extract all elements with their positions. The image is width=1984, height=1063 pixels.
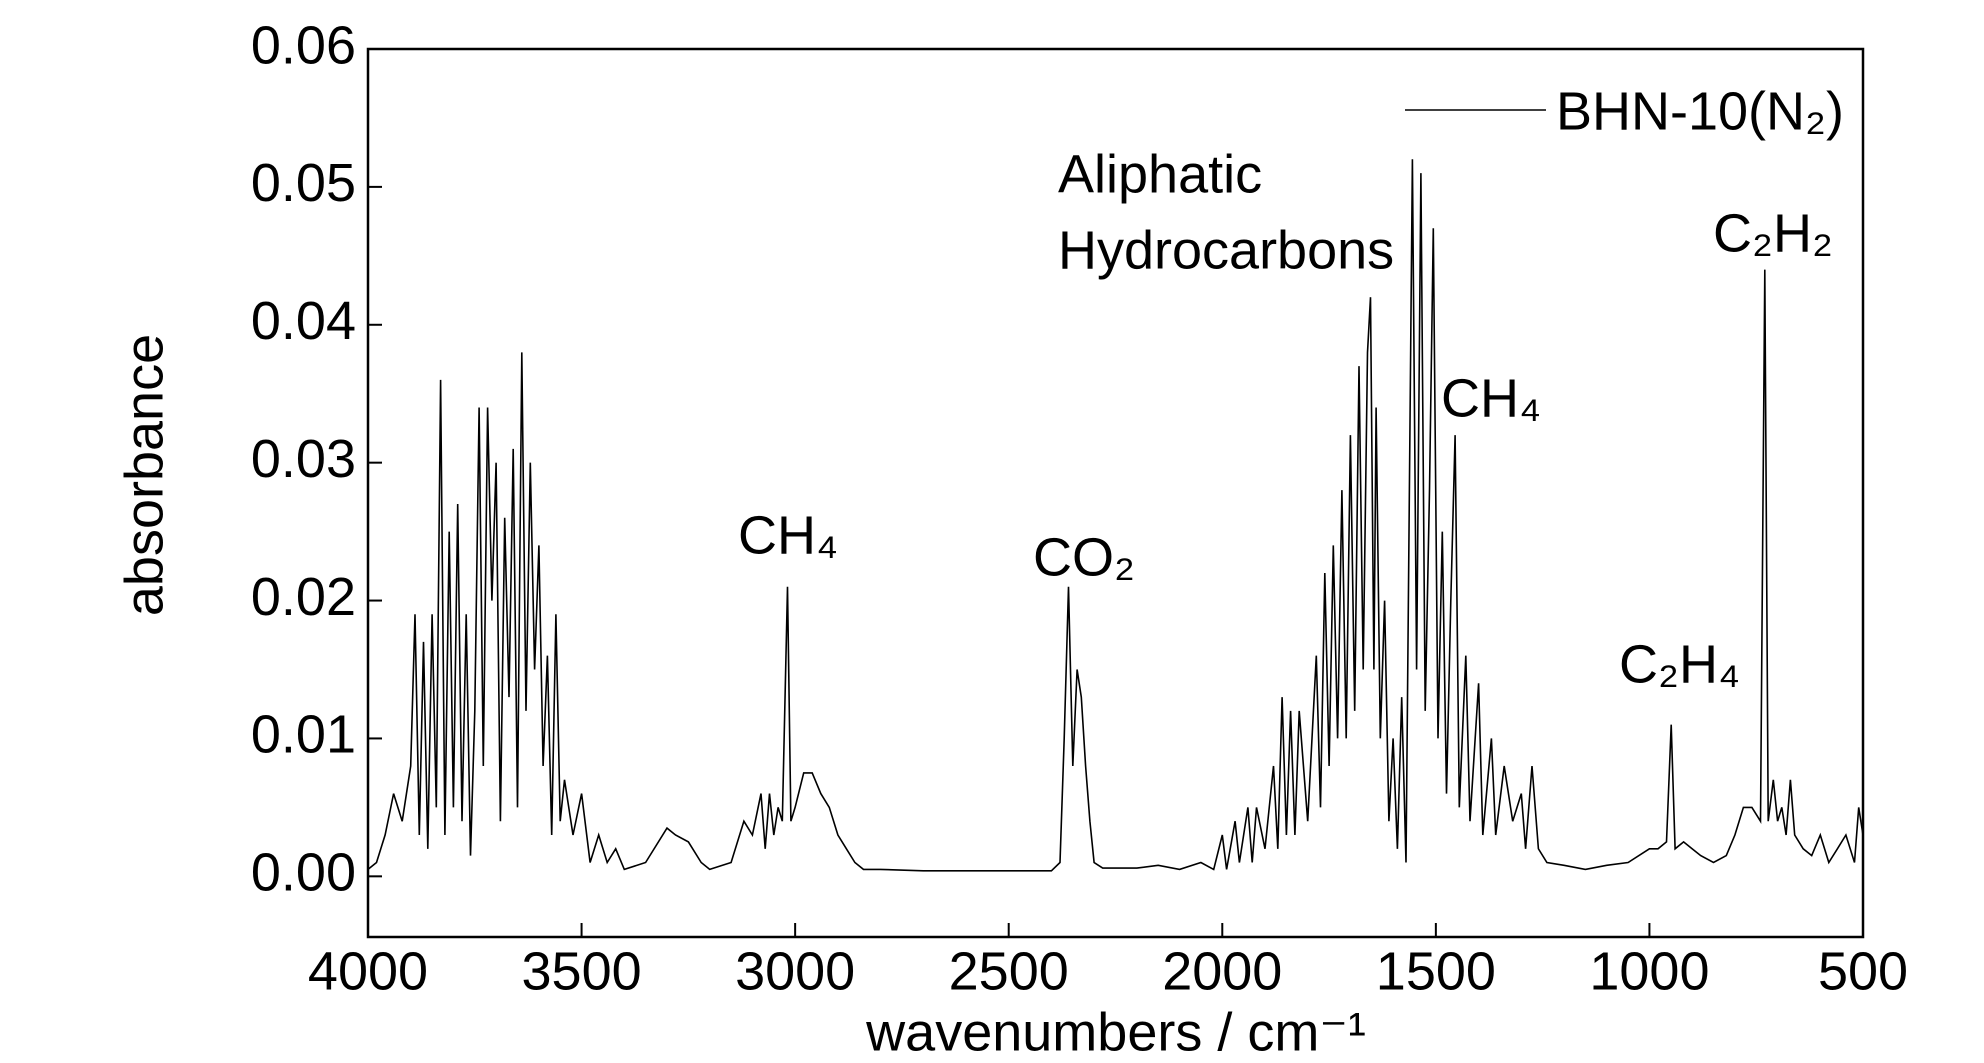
annotation: C₂H₂ bbox=[1713, 203, 1833, 263]
x-tick-label: 1500 bbox=[1376, 941, 1496, 1001]
x-tick-label: 500 bbox=[1818, 941, 1908, 1001]
annotation: CO₂ bbox=[1033, 527, 1135, 587]
x-axis-label: wavenumbers / cm⁻¹ bbox=[865, 1002, 1366, 1062]
x-tick-label: 2500 bbox=[949, 941, 1069, 1001]
legend-label: BHN-10(N₂) bbox=[1556, 81, 1844, 141]
x-tick-label: 3000 bbox=[735, 941, 855, 1001]
annotation: Aliphatic bbox=[1058, 144, 1262, 204]
y-tick-label: 0.00 bbox=[251, 843, 356, 903]
y-tick-label: 0.05 bbox=[251, 153, 356, 213]
annotation: Hydrocarbons bbox=[1058, 220, 1394, 280]
x-tick-label: 2000 bbox=[1162, 941, 1282, 1001]
y-axis-label: absorbance bbox=[114, 334, 174, 616]
y-tick-label: 0.01 bbox=[251, 705, 356, 765]
y-tick-label: 0.06 bbox=[251, 15, 356, 75]
x-tick-label: 1000 bbox=[1589, 941, 1709, 1001]
x-tick-label: 4000 bbox=[308, 941, 428, 1001]
annotation: CH₄ bbox=[1441, 368, 1541, 428]
x-tick-label: 3500 bbox=[522, 941, 642, 1001]
spectrum-line bbox=[367, 159, 1864, 872]
plot-frame bbox=[366, 47, 1865, 939]
y-tick-label: 0.02 bbox=[251, 567, 356, 627]
annotation: C₂H₄ bbox=[1619, 634, 1740, 694]
y-tick-label: 0.04 bbox=[251, 291, 356, 351]
annotation: CH₄ bbox=[738, 505, 838, 565]
y-tick-label: 0.03 bbox=[251, 429, 356, 489]
